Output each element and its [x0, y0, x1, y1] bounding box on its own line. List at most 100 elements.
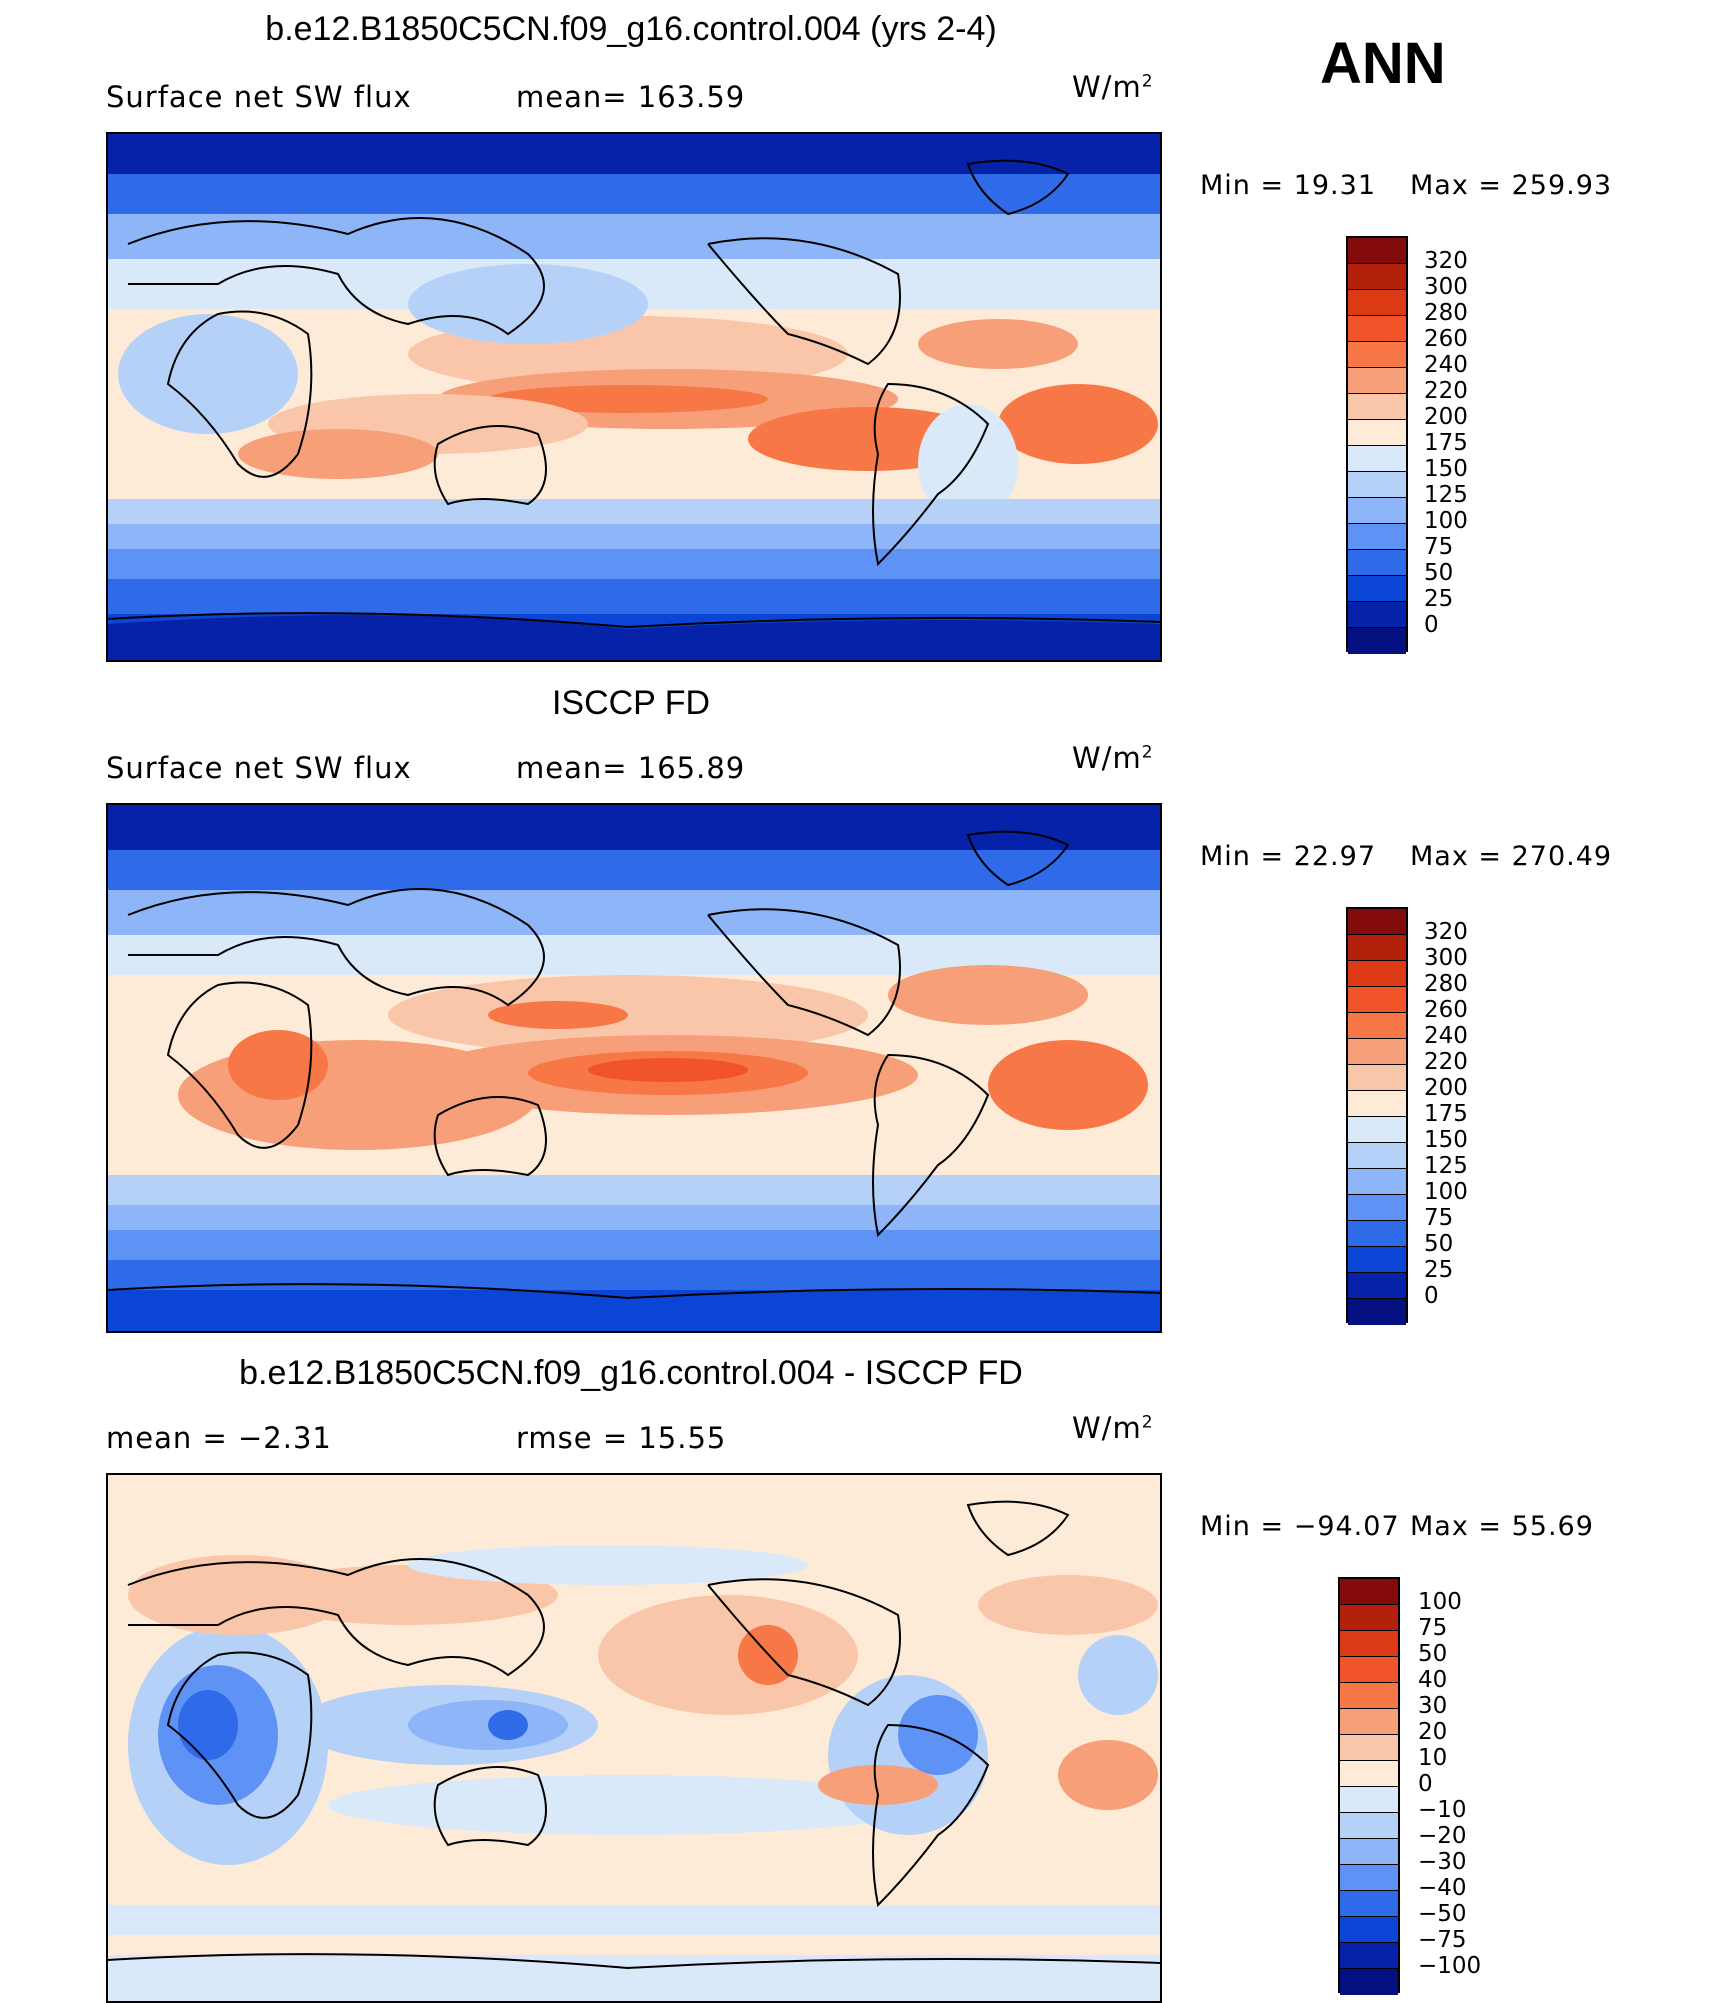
panel2-variable-label: Surface net SW flux — [106, 751, 412, 785]
panel3-map — [106, 1473, 1162, 2003]
panel3-mean-label: mean = −2.31 — [106, 1421, 332, 1455]
colorbar-swatch — [1348, 628, 1406, 654]
colorbar-swatch — [1340, 1579, 1398, 1605]
colorbar-tick-label: 175 — [1424, 430, 1468, 456]
colorbar-swatch — [1340, 1813, 1398, 1839]
colorbar-tick-label: 25 — [1424, 1257, 1454, 1283]
colorbar-tick-label: 175 — [1424, 1101, 1468, 1127]
panel1-max-label: Max = 259.93 — [1410, 170, 1613, 201]
colorbar-swatch — [1340, 1709, 1398, 1735]
colorbar-tick-label: 100 — [1424, 1179, 1468, 1205]
colorbar-swatch — [1340, 1839, 1398, 1865]
colorbar-swatch — [1348, 238, 1406, 264]
panel3-rmse-label: rmse = 15.55 — [516, 1421, 727, 1455]
colorbar-swatch — [1340, 1917, 1398, 1943]
colorbar-tick-label: 320 — [1424, 248, 1468, 274]
colorbar-swatch — [1348, 576, 1406, 602]
colorbar-swatch — [1340, 1657, 1398, 1683]
colorbar-swatch — [1348, 264, 1406, 290]
colorbar-tick-label: 200 — [1424, 1075, 1468, 1101]
colorbar-swatch — [1348, 987, 1406, 1013]
colorbar-tick-label: 75 — [1418, 1615, 1448, 1641]
colorbar-tick-label: 260 — [1424, 997, 1468, 1023]
colorbar-swatch — [1348, 420, 1406, 446]
colorbar-swatch — [1348, 1169, 1406, 1195]
colorbar-swatch — [1348, 524, 1406, 550]
colorbar-tick-label: 240 — [1424, 1023, 1468, 1049]
panel1-variable-label: Surface net SW flux — [106, 80, 412, 114]
colorbar-tick-label: 125 — [1424, 1153, 1468, 1179]
colorbar-swatch — [1348, 1221, 1406, 1247]
colorbar-tick-label: 320 — [1424, 919, 1468, 945]
colorbar-swatch — [1348, 1117, 1406, 1143]
colorbar-swatch — [1348, 290, 1406, 316]
panel1-title: b.e12.B1850C5CN.f09_g16.control.004 (yrs… — [265, 10, 997, 48]
colorbar-swatch — [1348, 602, 1406, 628]
colorbar-tick-label: 50 — [1418, 1641, 1448, 1667]
colorbar-tick-label: 75 — [1424, 1205, 1454, 1231]
colorbar-swatch — [1348, 368, 1406, 394]
colorbar-tick-label: 0 — [1424, 1283, 1439, 1309]
colorbar-tick-label: 300 — [1424, 274, 1468, 300]
colorbar-tick-label: 150 — [1424, 456, 1468, 482]
colorbar-swatch — [1348, 1195, 1406, 1221]
colorbar-swatch — [1348, 1273, 1406, 1299]
colorbar-tick-label: −75 — [1418, 1927, 1467, 1953]
panel3-min-label: Min = −94.07 — [1200, 1511, 1400, 1542]
colorbar-tick-label: 25 — [1424, 586, 1454, 612]
colorbar-tick-label: 220 — [1424, 1049, 1468, 1075]
colorbar-tick-label: 220 — [1424, 378, 1468, 404]
colorbar-swatch — [1348, 1091, 1406, 1117]
colorbar-tick-label: 280 — [1424, 971, 1468, 997]
colorbar-tick-label: −10 — [1418, 1797, 1467, 1823]
colorbar-tick-label: 20 — [1418, 1719, 1448, 1745]
colorbar-tick-label: 0 — [1424, 612, 1439, 638]
colorbar-swatch — [1348, 1247, 1406, 1273]
panel2-title: ISCCP FD — [551, 684, 711, 722]
panel1-map — [106, 132, 1162, 662]
panel3-units: W/m2 — [1072, 1411, 1154, 1445]
panel1-mean-label: mean= 163.59 — [516, 80, 746, 114]
panel2-map — [106, 803, 1162, 1333]
colorbar-tick-label: 75 — [1424, 534, 1454, 560]
colorbar-tick-label: 200 — [1424, 404, 1468, 430]
panel2-max-label: Max = 270.49 — [1410, 841, 1613, 872]
colorbar-tick-label: −100 — [1418, 1953, 1482, 1979]
panel2-min-label: Min = 22.97 — [1200, 841, 1376, 872]
panel1-colorbar — [1346, 236, 1408, 654]
colorbar-tick-label: 260 — [1424, 326, 1468, 352]
colorbar-swatch — [1348, 935, 1406, 961]
colorbar-tick-label: −20 — [1418, 1823, 1467, 1849]
colorbar-swatch — [1340, 1787, 1398, 1813]
panel2-units: W/m2 — [1072, 741, 1154, 775]
colorbar-swatch — [1340, 1735, 1398, 1761]
colorbar-swatch — [1348, 472, 1406, 498]
colorbar-swatch — [1348, 342, 1406, 368]
colorbar-tick-label: 50 — [1424, 1231, 1454, 1257]
colorbar-swatch — [1340, 1761, 1398, 1787]
season-label: ANN — [1320, 31, 1446, 96]
colorbar-tick-label: 0 — [1418, 1771, 1433, 1797]
panel3-title: b.e12.B1850C5CN.f09_g16.control.004 - IS… — [239, 1354, 1023, 1392]
colorbar-swatch — [1348, 1013, 1406, 1039]
colorbar-swatch — [1348, 446, 1406, 472]
colorbar-swatch — [1348, 1039, 1406, 1065]
colorbar-swatch — [1348, 1143, 1406, 1169]
colorbar-swatch — [1348, 498, 1406, 524]
panel1-min-label: Min = 19.31 — [1200, 170, 1376, 201]
colorbar-swatch — [1348, 909, 1406, 935]
colorbar-tick-label: 50 — [1424, 560, 1454, 586]
colorbar-tick-label: 30 — [1418, 1693, 1448, 1719]
colorbar-swatch — [1348, 550, 1406, 576]
colorbar-tick-label: 100 — [1418, 1589, 1462, 1615]
colorbar-swatch — [1340, 1865, 1398, 1891]
colorbar-tick-label: −30 — [1418, 1849, 1467, 1875]
panel1-units: W/m2 — [1072, 70, 1154, 104]
colorbar-tick-label: 150 — [1424, 1127, 1468, 1153]
colorbar-tick-label: 125 — [1424, 482, 1468, 508]
colorbar-swatch — [1340, 1605, 1398, 1631]
colorbar-tick-label: 100 — [1424, 508, 1468, 534]
colorbar-swatch — [1348, 961, 1406, 987]
colorbar-tick-label: 240 — [1424, 352, 1468, 378]
colorbar-swatch — [1340, 1631, 1398, 1657]
